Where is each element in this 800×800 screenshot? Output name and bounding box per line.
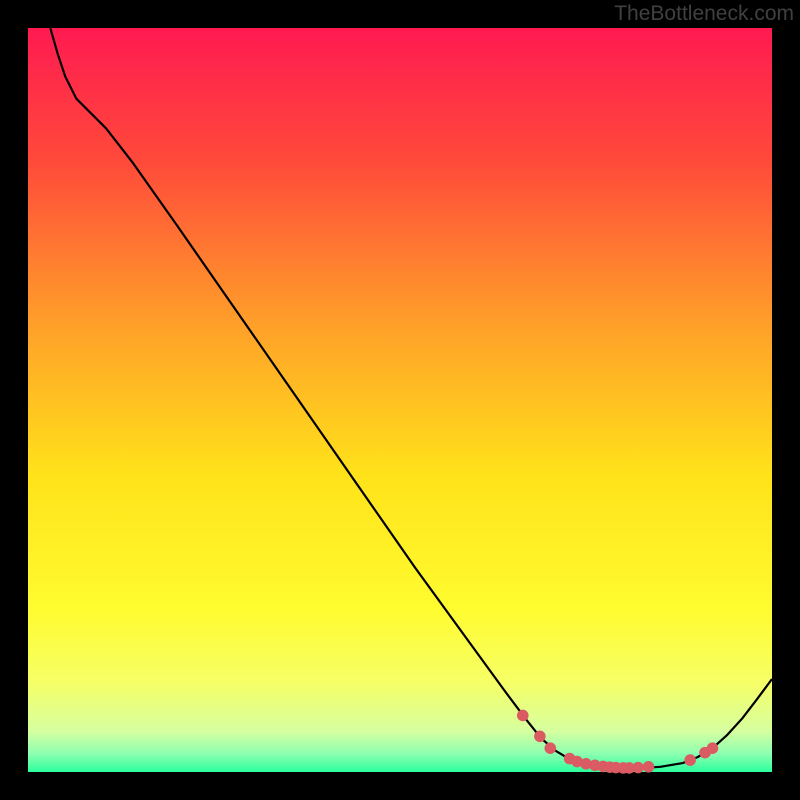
data-point-marker bbox=[535, 731, 545, 741]
data-point-marker bbox=[518, 710, 528, 720]
data-point-marker bbox=[685, 755, 695, 765]
marker-group bbox=[518, 710, 718, 773]
plot-gradient-area bbox=[28, 28, 772, 772]
data-point-marker bbox=[633, 762, 643, 772]
data-point-marker bbox=[707, 743, 717, 753]
data-point-marker bbox=[545, 743, 555, 753]
data-point-marker bbox=[643, 762, 653, 772]
chart-overlay bbox=[28, 28, 772, 772]
bottleneck-curve bbox=[50, 28, 772, 768]
watermark-text: TheBottleneck.com bbox=[614, 2, 794, 26]
